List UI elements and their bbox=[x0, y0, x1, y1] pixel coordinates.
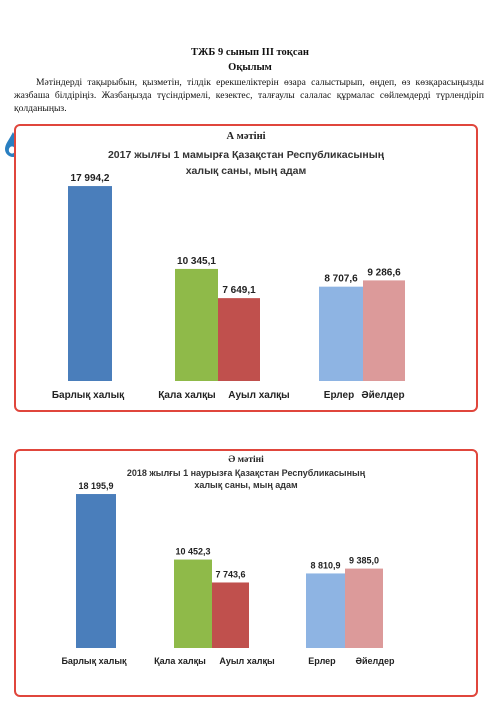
section-heading: Оқылым bbox=[228, 62, 272, 73]
bar-city bbox=[174, 559, 212, 648]
instruction-text: Мәтіндерді тақырыбын, қызметін, тілдік е… bbox=[14, 77, 484, 114]
bar-city bbox=[175, 268, 218, 381]
bar-men bbox=[319, 286, 363, 381]
chart-panel-b: Ә мәтіні 2018 жылғы 1 наурызға Қазақстан … bbox=[14, 449, 478, 697]
chart-panel-a: А мәтіні 2017 жылғы 1 мамырға Қазақстан Р… bbox=[14, 124, 478, 412]
chart-title: 2017 жылғы 1 мамырға Қазақстан Республик… bbox=[108, 149, 385, 161]
chart-subtitle: халық саны, мың адам bbox=[194, 480, 298, 490]
category-label-total: Барлық халық bbox=[61, 656, 127, 666]
bar-village bbox=[212, 582, 249, 648]
category-label-city: Қала халқы bbox=[154, 656, 206, 666]
data-label-women: 9 385,0 bbox=[349, 556, 379, 566]
chart-b: Ә мәтіні 2018 жылғы 1 наурызға Қазақстан … bbox=[61, 454, 395, 666]
data-label-city: 10 452,3 bbox=[175, 547, 210, 557]
panel-label: А мәтіні bbox=[226, 131, 265, 142]
data-label-city: 10 345,1 bbox=[177, 256, 216, 267]
chart-title: 2018 жылғы 1 наурызға Қазақстан Республи… bbox=[127, 468, 366, 478]
category-label-women: Әйелдер bbox=[355, 656, 395, 666]
bar-women bbox=[363, 280, 405, 381]
bar-total bbox=[68, 186, 112, 381]
data-label-village: 7 649,1 bbox=[222, 285, 256, 296]
data-label-men: 8 810,9 bbox=[310, 560, 340, 570]
data-label-total: 18 195,9 bbox=[78, 481, 113, 491]
bar-men bbox=[306, 573, 345, 648]
bar-village bbox=[218, 298, 260, 381]
category-label-men: Ерлер bbox=[324, 390, 354, 401]
chart-a: А мәтіні 2017 жылғы 1 мамырға Қазақстан Р… bbox=[52, 131, 405, 401]
panel-label: Ә мәтіні bbox=[228, 454, 264, 465]
data-label-women: 9 286,6 bbox=[367, 267, 401, 278]
bar-women bbox=[345, 568, 383, 648]
category-label-total: Барлық халық bbox=[52, 390, 124, 401]
category-label-women: Әйелдер bbox=[361, 390, 404, 401]
document-title: ТЖБ 9 сынып ІІІ тоқсан bbox=[191, 47, 309, 58]
category-label-men: Ерлер bbox=[308, 656, 336, 666]
data-label-village: 7 743,6 bbox=[215, 569, 245, 579]
category-label-village: Ауыл халқы bbox=[228, 390, 289, 401]
category-label-city: Қала халқы bbox=[158, 390, 215, 401]
category-label-village: Ауыл халқы bbox=[219, 656, 275, 666]
chart-subtitle: халық саны, мың адам bbox=[186, 165, 307, 177]
data-label-men: 8 707,6 bbox=[324, 274, 358, 285]
bar-total bbox=[76, 494, 116, 648]
data-label-total: 17 994,2 bbox=[71, 173, 110, 184]
